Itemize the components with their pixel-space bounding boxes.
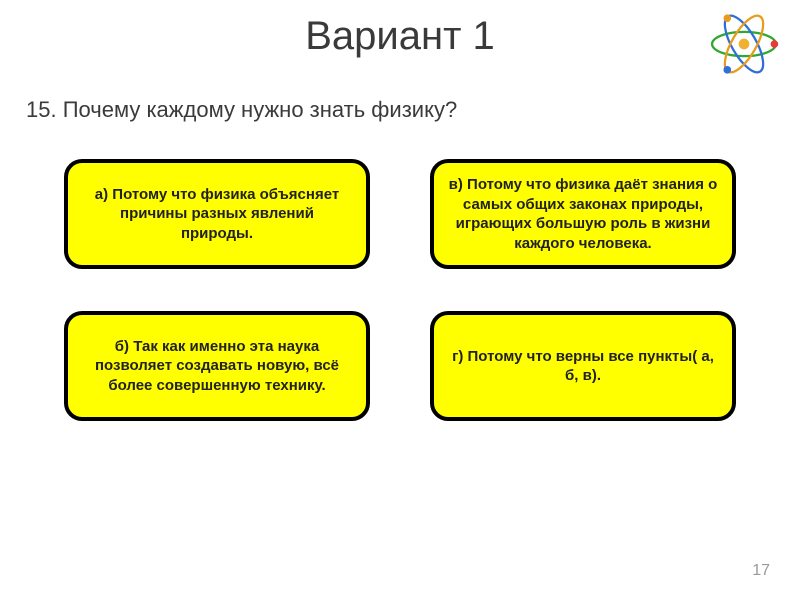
option-b[interactable]: б) Так как именно эта наука позволяет со… [64, 311, 370, 421]
options-grid: а) Потому что физика объясняет причины р… [0, 123, 800, 421]
page-number: 17 [752, 562, 770, 580]
option-v[interactable]: в) Потому что физика даёт знания о самых… [430, 159, 736, 269]
option-a[interactable]: а) Потому что физика объясняет причины р… [64, 159, 370, 269]
option-g[interactable]: г) Потому что верны все пункты( а, б, в)… [430, 311, 736, 421]
atom-icon [706, 6, 782, 82]
question-text: 15. Почему каждому нужно знать физику? [0, 59, 800, 123]
page-title: Вариант 1 [0, 0, 800, 59]
